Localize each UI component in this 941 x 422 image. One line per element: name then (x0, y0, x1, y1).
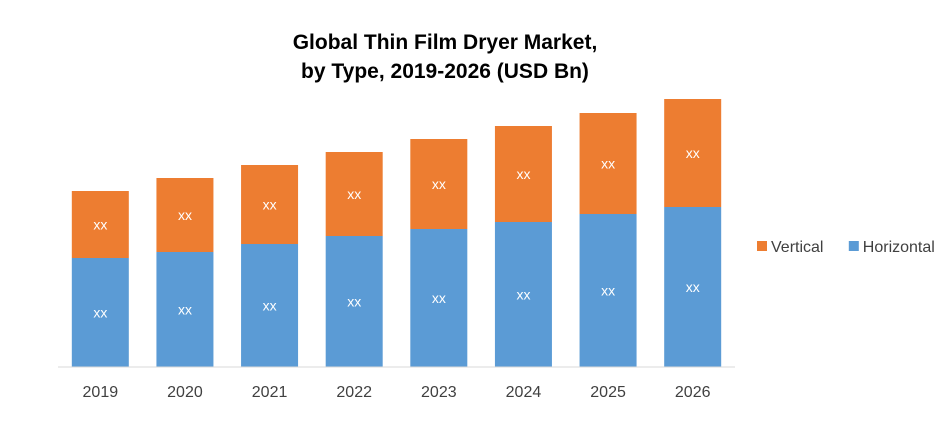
data-label-horizontal-2020: xx (178, 302, 192, 318)
data-label-vertical-2022: xx (347, 186, 361, 202)
x-tick-label-2023: 2023 (421, 384, 457, 401)
data-label-horizontal-2023: xx (432, 290, 446, 306)
x-tick-label-2025: 2025 (590, 384, 626, 401)
legend-label-vertical: Vertical (771, 239, 823, 256)
data-label-horizontal-2019: xx (93, 305, 107, 321)
data-label-vertical-2026: xx (686, 145, 700, 161)
bar-horizontal-2024 (494, 222, 552, 367)
data-label-vertical-2025: xx (601, 156, 615, 172)
data-label-vertical-2021: xx (263, 197, 277, 213)
x-tick-label-2021: 2021 (252, 384, 288, 401)
x-tick-label-2019: 2019 (83, 384, 119, 401)
bar-vertical-2019 (71, 191, 129, 258)
bar-vertical-2025 (579, 113, 637, 214)
legend-swatch-vertical (757, 241, 767, 251)
data-label-horizontal-2021: xx (263, 298, 277, 314)
data-label-horizontal-2022: xx (347, 294, 361, 310)
bar-horizontal-2020 (156, 252, 214, 367)
data-label-horizontal-2024: xx (516, 287, 530, 303)
legend-label-horizontal: Horizontal (863, 239, 935, 256)
x-tick-label-2026: 2026 (675, 384, 711, 401)
data-label-horizontal-2025: xx (601, 283, 615, 299)
data-label-vertical-2020: xx (178, 207, 192, 223)
bar-vertical-2022 (325, 152, 383, 236)
bar-horizontal-2026 (664, 207, 722, 367)
x-tick-label-2024: 2024 (506, 384, 542, 401)
x-tick-label-2022: 2022 (336, 384, 372, 401)
legend: Vertical Horizontal (757, 239, 935, 256)
x-tick-label-2020: 2020 (167, 384, 203, 401)
data-label-vertical-2023: xx (432, 176, 446, 192)
bar-vertical-2023 (410, 139, 468, 229)
bar-vertical-2024 (494, 126, 552, 222)
bar-horizontal-2022 (325, 236, 383, 367)
bar-horizontal-2019 (71, 258, 129, 367)
chart-subtitle: by Type, 2019-2026 (USD Bn) (301, 60, 589, 83)
bar-vertical-2021 (241, 165, 299, 244)
bar-vertical-2026 (664, 99, 722, 207)
bar-horizontal-2021 (241, 244, 299, 367)
bar-vertical-2020 (156, 178, 214, 252)
legend-swatch-horizontal (848, 241, 859, 251)
x-axis-ticks: 2019 2020 2021 2022 2023 2024 2025 2026 (83, 384, 711, 401)
plot-area: xx xx xx xx xx xx xx xx xx xx xx xx xx xx xx xx (71, 99, 722, 367)
bar-horizontal-2023 (410, 229, 468, 367)
data-label-vertical-2019: xx (93, 217, 107, 233)
data-label-vertical-2024: xx (516, 166, 530, 182)
data-label-horizontal-2026: xx (686, 279, 700, 295)
bar-horizontal-2025 (579, 214, 637, 367)
chart-title: Global Thin Film Dryer Market, (293, 31, 598, 54)
